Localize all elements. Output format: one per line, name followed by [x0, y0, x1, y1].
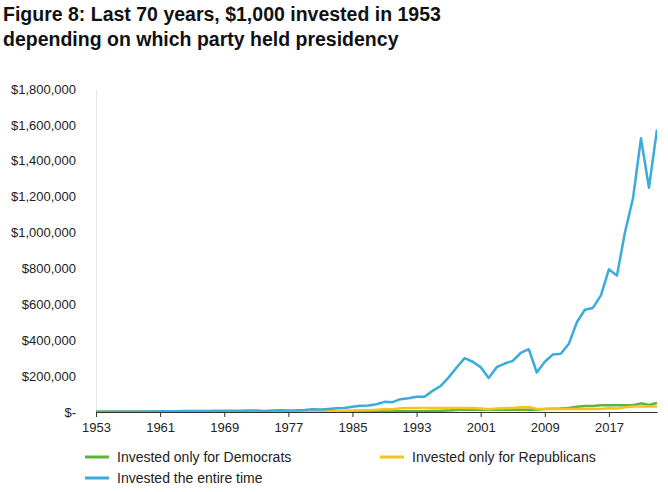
legend-label: Invested the entire time — [117, 470, 263, 486]
legend-item: Invested the entire time — [85, 470, 263, 486]
title-line: Figure 8: Last 70 years, $1,000 invested… — [3, 3, 441, 25]
legend-label: Invested only for Republicans — [412, 449, 596, 465]
x-tick: 1953 — [82, 412, 111, 435]
x-tick: 2017 — [595, 412, 624, 435]
x-tick-label: 1985 — [338, 420, 367, 435]
x-tick-label: 1961 — [146, 420, 175, 435]
y-tick: $1,400,000 — [11, 153, 96, 168]
x-tick: 1985 — [338, 412, 367, 435]
x-tick-mark — [545, 412, 546, 417]
x-tick-mark — [481, 412, 482, 417]
x-tick: 1961 — [146, 412, 175, 435]
y-tick-label: $1,800,000 — [11, 82, 76, 97]
legend-label: Invested only for Democrats — [117, 449, 291, 465]
x-tick-label: 2001 — [467, 420, 496, 435]
y-tick-label: $200,000 — [22, 369, 76, 384]
x-tick-mark — [224, 412, 225, 417]
y-axis-line — [96, 90, 97, 413]
x-tick-mark — [609, 412, 610, 417]
x-tick: 2009 — [531, 412, 560, 435]
y-tick-label: $800,000 — [22, 261, 76, 276]
y-tick: $1,200,000 — [11, 189, 96, 204]
y-tick-label: $1,200,000 — [11, 189, 76, 204]
title: Figure 8: Last 70 years, $1,000 invested… — [3, 3, 441, 50]
x-tick: 2001 — [467, 412, 496, 435]
y-tick: $600,000 — [22, 297, 96, 312]
x-tick-mark — [417, 412, 418, 417]
x-tick: 1993 — [403, 412, 432, 435]
x-tick-mark — [352, 412, 353, 417]
x-tick: 1977 — [274, 412, 303, 435]
legend: Invested only for Democrats Invested only… — [85, 449, 596, 486]
x-tick-label: 1953 — [82, 420, 111, 435]
legend-item: Invested only for Republicans — [380, 449, 596, 465]
x-tick-mark — [160, 412, 161, 417]
x-axis: 1953 1961 1969 1977 1985 1993 2001 2009 2017 — [82, 412, 657, 435]
x-tick: 1969 — [210, 412, 239, 435]
x-axis-line — [97, 412, 658, 413]
y-axis: $- $200,000 $400,000 $600,000 $800,000 $1,000… — [11, 82, 97, 420]
x-tick-label: 2017 — [595, 420, 624, 435]
plot-area: $- $200,000 $400,000 $600,000 $800,000 $1,000… — [11, 82, 658, 436]
x-tick-label: 1977 — [274, 420, 303, 435]
title-line: depending on which party held presidency — [3, 28, 399, 50]
legend-item: Invested only for Democrats — [85, 449, 291, 465]
x-tick-label: 1993 — [403, 420, 432, 435]
y-tick: $400,000 — [22, 333, 96, 348]
y-tick-label: $- — [64, 405, 76, 420]
legend-swatch — [85, 456, 109, 459]
y-tick-label: $1,000,000 — [11, 225, 76, 240]
x-tick-mark — [288, 412, 289, 417]
y-tick-label: $600,000 — [22, 297, 76, 312]
y-tick-label: $1,400,000 — [11, 153, 76, 168]
y-tick: $1,800,000 — [11, 82, 96, 97]
legend-swatch — [380, 456, 404, 459]
y-tick: $800,000 — [22, 261, 96, 276]
y-tick: $- — [64, 405, 96, 420]
chart: Figure 8: Last 70 years, $1,000 invested… — [0, 0, 668, 492]
y-tick-label: $1,600,000 — [11, 118, 76, 133]
x-tick-mark — [96, 412, 97, 417]
y-tick-label: $400,000 — [22, 333, 76, 348]
y-tick: $1,000,000 — [11, 225, 96, 240]
x-tick-label: 1969 — [210, 420, 239, 435]
x-tick-label: 2009 — [531, 420, 560, 435]
y-tick: $200,000 — [22, 369, 96, 384]
legend-swatch — [85, 477, 109, 480]
lines — [96, 129, 657, 411]
y-tick: $1,600,000 — [11, 118, 96, 133]
series-line — [96, 129, 657, 411]
